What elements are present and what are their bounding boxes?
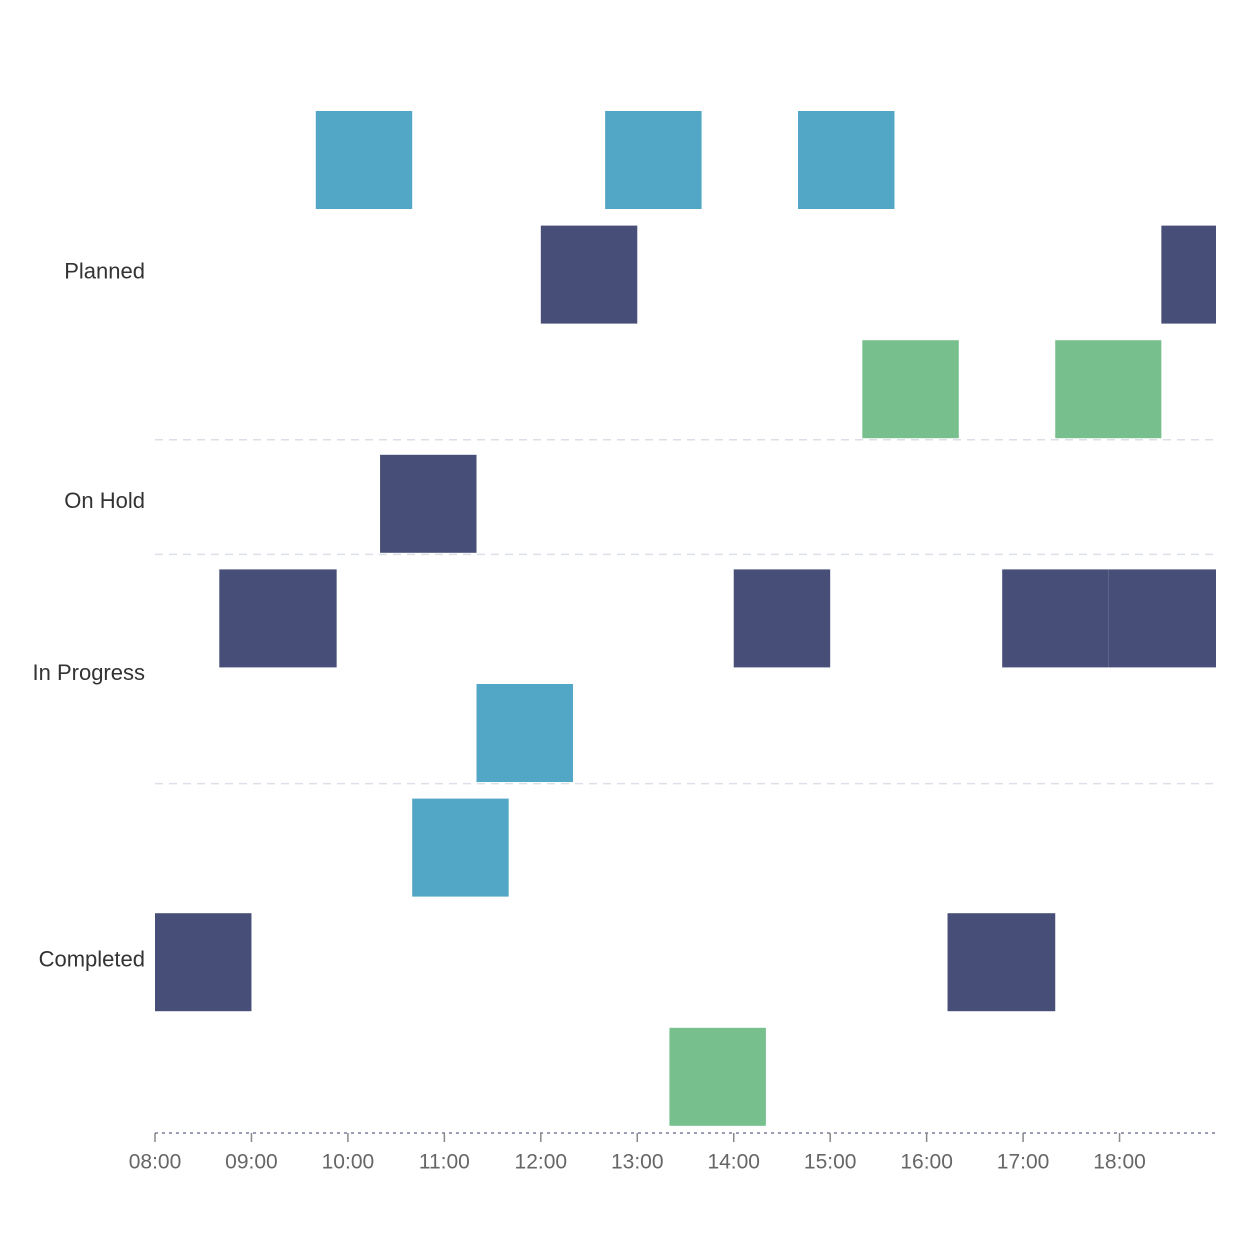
task-bar-in-progress-13[interactable] <box>476 684 573 782</box>
x-tick-label-1300: 13:00 <box>611 1151 664 1174</box>
x-tick-label-0800: 08:00 <box>129 1151 182 1174</box>
task-bars <box>155 111 1216 1126</box>
lane-separators <box>155 439 1216 785</box>
task-bar-planned-1[interactable] <box>315 111 413 209</box>
task-bar-planned-3[interactable] <box>798 111 895 209</box>
lane-label-on-hold: On Hold <box>64 488 145 513</box>
x-tick-label-1500: 15:00 <box>804 1151 857 1174</box>
task-bar-in-progress-11[interactable] <box>1002 569 1109 668</box>
x-tick-label-1700: 17:00 <box>997 1151 1050 1174</box>
task-bar-planned-4[interactable] <box>540 225 638 324</box>
x-tick-label-0900: 09:00 <box>225 1151 278 1174</box>
task-bar-on-hold-8[interactable] <box>380 454 477 553</box>
task-bar-planned-5[interactable] <box>1161 225 1216 324</box>
task-bar-completed-16[interactable] <box>947 913 1056 1012</box>
x-axis: 08:00 09:00 10:00 11:00 12:00 13:00 14:00 15:00… <box>129 1132 1216 1174</box>
task-bar-planned-6[interactable] <box>862 340 959 439</box>
task-bar-completed-14[interactable] <box>412 798 509 897</box>
lane-labels: Planned On Hold In Progress Completed <box>33 259 146 972</box>
task-bar-completed-17[interactable] <box>669 1027 766 1126</box>
task-bar-in-progress-10[interactable] <box>733 569 831 668</box>
x-tick-label-1200: 12:00 <box>515 1151 568 1174</box>
lane-label-planned: Planned <box>64 259 145 284</box>
x-tick-label-1400: 14:00 <box>707 1151 760 1174</box>
lane-label-completed: Completed <box>39 946 145 971</box>
task-bar-planned-7[interactable] <box>1055 340 1162 439</box>
x-tick-label-1600: 16:00 <box>900 1151 953 1174</box>
task-bar-in-progress-9[interactable] <box>219 569 337 668</box>
x-tick-label-1000: 10:00 <box>322 1151 375 1174</box>
x-tick-label-1800: 18:00 <box>1093 1151 1146 1174</box>
x-tick-label-1100: 11:00 <box>419 1151 470 1174</box>
task-bar-completed-15[interactable] <box>155 913 252 1012</box>
lane-label-in-progress: In Progress <box>33 660 146 685</box>
task-bar-planned-2[interactable] <box>605 111 702 209</box>
task-bar-in-progress-12[interactable] <box>1108 569 1216 668</box>
